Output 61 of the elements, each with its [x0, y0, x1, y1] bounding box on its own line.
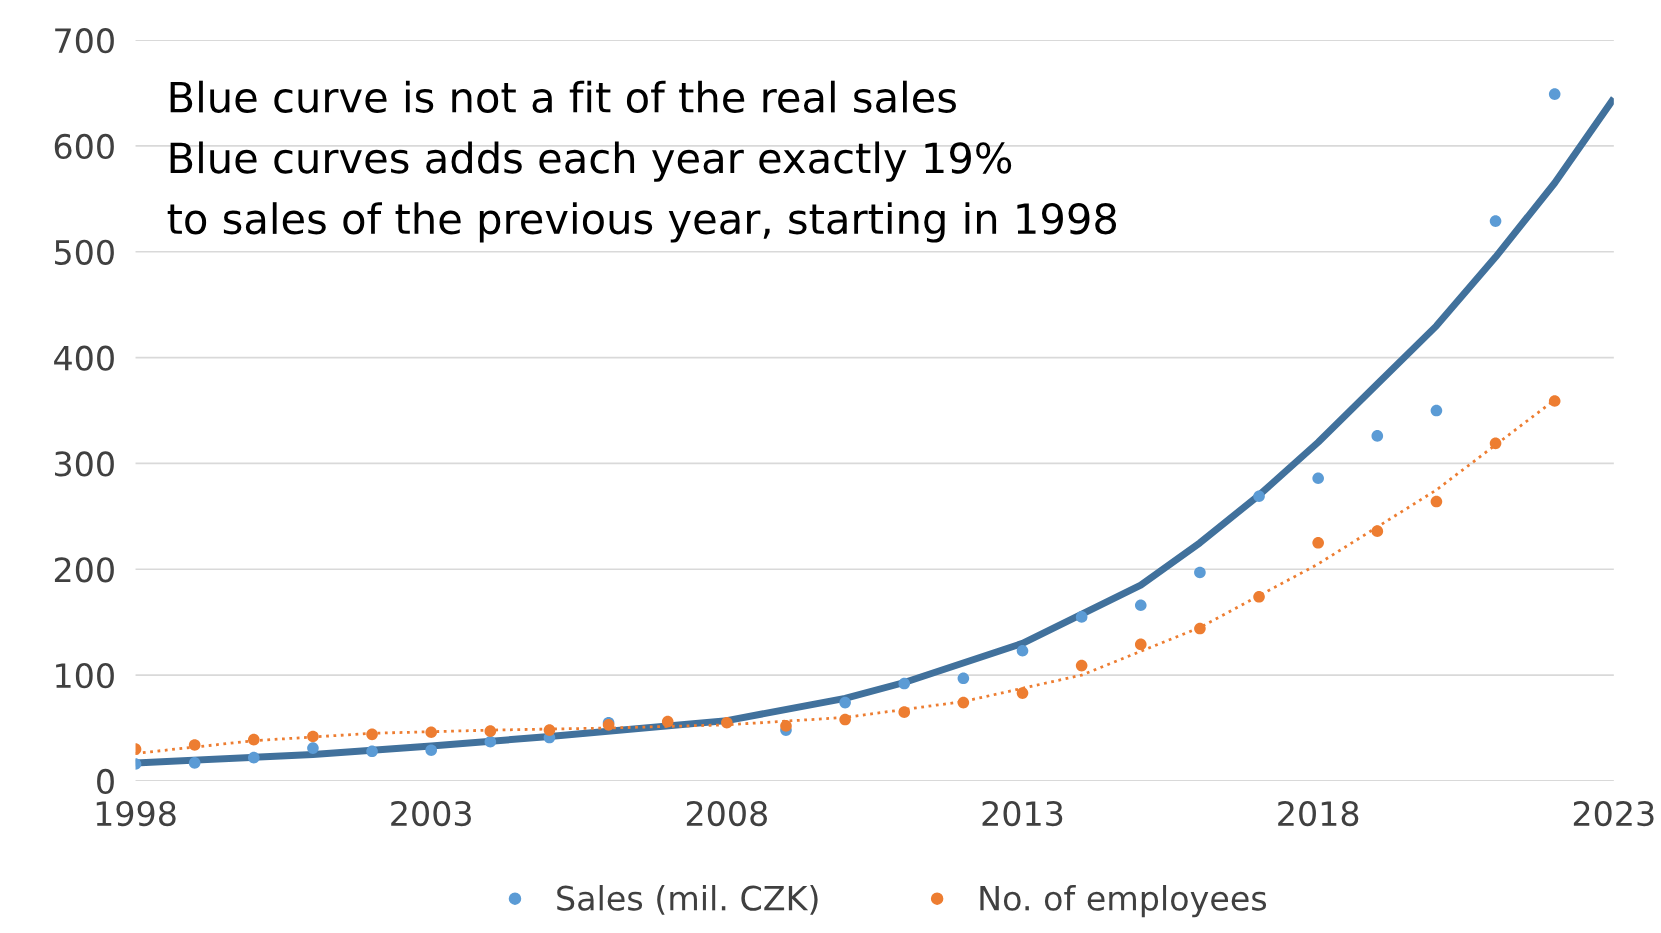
y-tick-label: 100	[56, 663, 114, 689]
x-tick-label: 1998	[96, 800, 176, 827]
y-tick-label: 700	[55, 28, 114, 54]
point	[898, 677, 911, 690]
y-tick-label: 300	[55, 451, 114, 477]
point	[247, 733, 260, 746]
point	[484, 735, 497, 748]
point	[780, 720, 792, 732]
point	[839, 696, 851, 709]
x-tick-label: 2003	[391, 800, 471, 827]
point	[1430, 404, 1443, 417]
point	[1489, 215, 1502, 227]
y-tick-label: 200	[54, 557, 114, 583]
point	[721, 716, 733, 729]
legend-label: Sales (mil. CZK)	[557, 885, 818, 915]
point	[307, 730, 319, 743]
x-tick-label: 2018	[1278, 800, 1359, 827]
point	[1194, 622, 1206, 635]
point	[1312, 472, 1324, 485]
y-tick-label: 500	[55, 239, 114, 265]
point	[188, 757, 201, 769]
point	[425, 744, 438, 757]
point	[543, 724, 556, 736]
point	[366, 728, 378, 741]
point	[839, 713, 851, 726]
point	[1075, 659, 1088, 672]
x-tick-label: 2013	[982, 800, 1063, 827]
point	[1134, 599, 1147, 612]
point	[1253, 590, 1265, 603]
point	[1548, 395, 1561, 407]
y-tick-label: 400	[54, 345, 114, 371]
y-tick-label: 600	[54, 133, 114, 160]
point	[898, 706, 911, 718]
point	[1371, 525, 1384, 537]
point	[484, 725, 497, 737]
point	[1371, 430, 1384, 442]
point	[957, 696, 970, 709]
point	[1016, 687, 1029, 699]
point	[957, 672, 970, 685]
point	[247, 751, 260, 764]
point	[1075, 611, 1088, 623]
point	[1548, 88, 1561, 100]
point	[1194, 566, 1206, 579]
point	[1016, 644, 1029, 657]
annotation: to sales of the previous year, starting in 1998	[167, 202, 1117, 243]
point	[1489, 437, 1502, 450]
annotation: Blue curves adds each year exactly 19%	[170, 141, 1012, 182]
x-tick-label: 2008	[686, 800, 767, 827]
point	[1134, 638, 1147, 651]
point	[1253, 490, 1265, 503]
point	[1430, 495, 1443, 508]
annotation: Blue curve is not a fit of the real sales	[170, 80, 956, 113]
point	[425, 726, 438, 739]
legend-label: No. of employees	[980, 885, 1267, 918]
point	[1312, 537, 1324, 549]
point	[366, 745, 378, 758]
y-tick-label: 0	[97, 768, 114, 795]
point	[661, 715, 674, 728]
point	[307, 742, 319, 754]
x-tick-label: 2023	[1573, 800, 1654, 827]
point	[188, 739, 201, 751]
